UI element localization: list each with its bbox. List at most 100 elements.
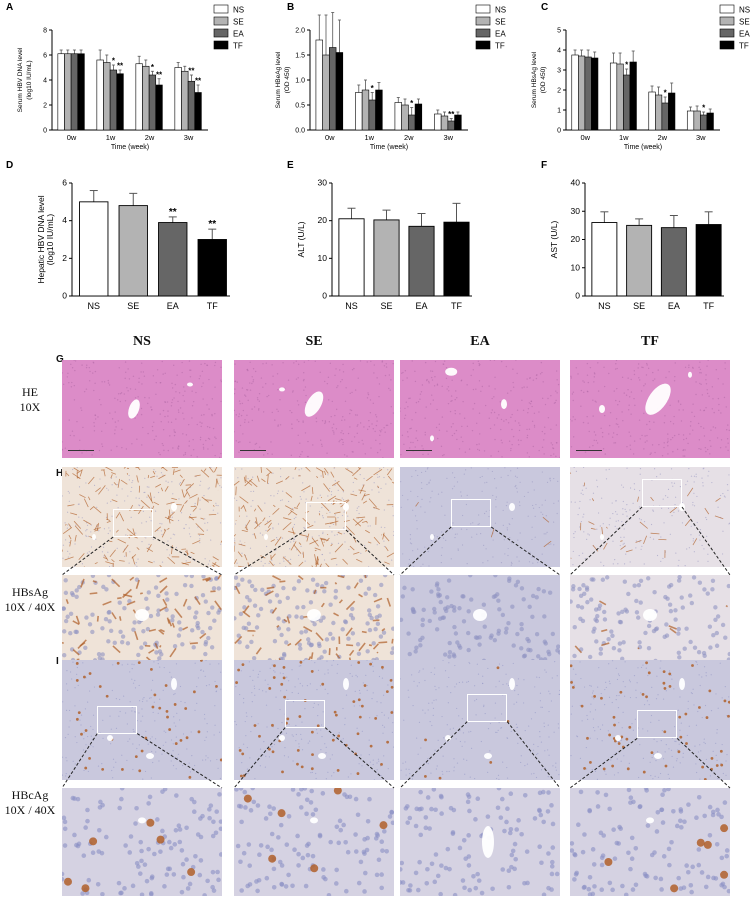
hbsag-10x-image-se [234,467,394,567]
zoom-region-box [637,710,678,739]
bar-ns-3w [686,110,695,131]
hbsag-10x-image-ea [400,467,560,567]
x-tick-label: NS [345,301,358,311]
he-image-se [234,360,394,458]
y-tick-label: 20 [571,234,581,244]
x-tick-label: TF [207,301,218,311]
bar-ea-1w [623,74,631,131]
legend-label: SE [233,18,244,27]
row-label-hbcag: HBcAg 10X / 40X [2,788,58,818]
y-tick-label: 2 [557,88,561,95]
row-label-line1: HBcAg [11,788,49,802]
x-tick-label: 0w [580,133,590,142]
legend-label: NS [233,6,244,15]
column-header-tf: TF [641,334,659,349]
tissue-texture [62,360,222,458]
bar-se [118,205,148,297]
bar-se-3w [181,70,189,131]
bar-ea [408,225,435,297]
x-tick-label: 1w [619,133,629,142]
hbsag-10x-image-tf [570,467,730,567]
bar-ea-2w [148,74,157,131]
bar-tf [443,221,470,297]
scale-bar [576,450,602,454]
legend-swatch [719,16,735,26]
bar-ea-1w [368,99,376,131]
bar-tf-1w [116,73,124,131]
legend-swatch [475,4,491,14]
scale-bar [406,450,432,454]
x-tick-label: 0w [325,133,335,142]
legend-swatch [213,40,229,50]
y-axis-label-2: (OD 450) [540,67,547,94]
hbcag-40x-image-se [234,788,394,896]
y-tick-label: 0.0 [295,128,305,135]
bar-ea-1w [109,69,118,131]
tissue-texture [234,788,394,896]
bar-se-1w [616,63,624,131]
bar-se-0w [322,54,330,131]
significance-mark: * [112,57,116,66]
bar-ea [158,222,188,297]
y-tick-label: 4 [557,48,561,55]
significance-mark: * [625,61,629,70]
tissue-texture [62,660,222,780]
row-label-hbsag: HBsAg 10X / 40X [2,585,58,615]
column-header-ns: NS [133,334,151,349]
significance-mark: * [702,104,706,113]
bar-ns-3w [434,113,442,131]
chart-a: A 0 2 4 6 8 Serum HBV DNA level (log10 IU/mL) 0w… [6,2,244,151]
significance-mark: * [664,89,668,98]
significance-mark: ** [188,67,195,76]
bar-tf-2w [155,84,163,131]
bar-ns-0w [315,39,323,131]
he-image-ns [62,360,222,458]
row-label-line2: 10X / 40X [4,803,56,817]
x-tick-label: TF [451,301,462,311]
chart-e: E 0 10 20 30 ALT (U/L) NS SE EA TF [287,160,472,311]
panel-letter: F [541,160,547,171]
y-axis-label: ALT (U/L) [296,221,306,257]
panel-letter: D [6,160,13,171]
y-tick-label: 0.5 [295,103,305,110]
y-tick-label: 1.5 [295,53,305,60]
bar-se-0w [578,55,586,131]
x-axis-label: Time (week) [111,144,149,151]
chart-f: F 0 10 20 30 40 AST (U/L) NS SE EA TF [541,160,724,311]
y-axis-label: Serum HBsAg level [531,51,538,108]
hbcag-10x-image-tf [570,660,730,780]
significance-mark: ** [448,110,455,119]
y-axis-label-2: (log10 IU/mL) [45,214,55,266]
zoom-region-box [285,699,326,728]
tissue-texture [62,575,222,675]
hbsag-40x-image-tf [570,575,730,675]
row-label-line1: HE [22,385,38,399]
bar-tf-3w [706,112,714,131]
legend-swatch [719,40,735,50]
legend-label: EA [233,30,244,39]
bar-ns-2w [648,91,656,131]
row-label-line2: 10X [19,400,41,414]
x-tick-label: SE [127,301,139,311]
significance-mark: * [410,99,414,108]
bar-ea [660,227,687,297]
y-axis-label: Hepatic HBV DNA level [36,195,46,283]
x-tick-label: SE [380,301,392,311]
tissue-texture [400,788,560,896]
legend-swatch [213,16,229,26]
chart-b: B 0.0 0.5 1.0 1.5 2.0 Serum HBeAg level (OD 450… [275,2,506,151]
y-tick-label: 2.0 [295,28,305,35]
panel-letter-h: H [56,468,64,479]
y-axis-label: Serum HBV DNA level [17,47,24,112]
chart-d: D 0 2 4 6 Hepatic HBV DNA level (log10 IU/mL) N… [6,160,230,311]
significance-mark: ** [195,77,202,86]
row-label-line2: 10X / 40X [4,600,56,614]
y-tick-label: 0 [575,291,580,301]
y-tick-label: 5 [557,28,561,35]
chart-c: C 0 1 2 3 4 5 Serum HBsAg level (OD 450) 0w * 1w * 2w… [531,2,750,151]
y-axis-label-2: (log10 IU/mL) [26,60,33,99]
y-axis-label: AST (U/L) [549,221,559,259]
y-tick-label: 6 [62,178,67,188]
y-tick-label: 10 [318,253,328,263]
